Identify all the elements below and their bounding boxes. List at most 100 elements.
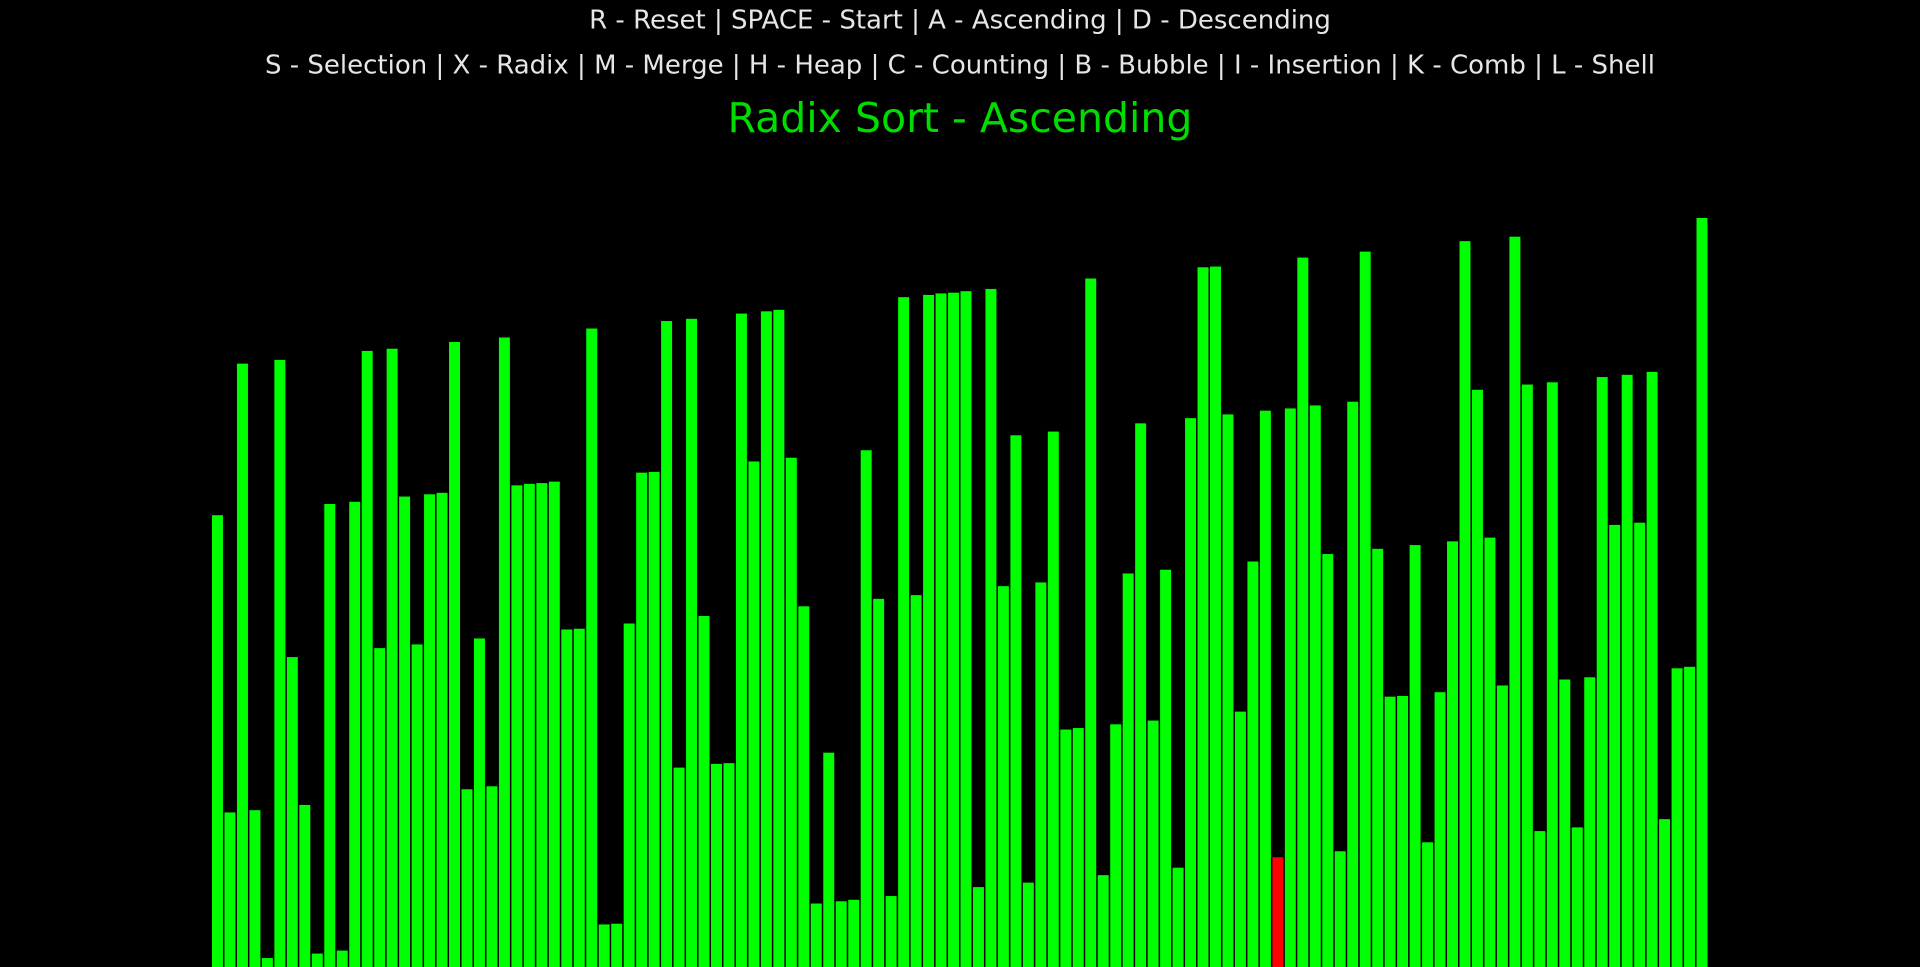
bar [748,461,760,967]
bar [573,628,585,967]
bar [798,606,810,967]
bar [1234,711,1246,967]
bar [1409,545,1421,967]
bar [449,341,460,967]
bar [873,598,885,967]
bar [336,950,348,967]
bar [1147,720,1159,967]
bar [711,763,722,967]
bar [1459,241,1471,967]
bar [661,321,673,967]
bar [1197,267,1209,967]
bar [1284,408,1296,967]
bar [1047,431,1059,967]
bar [374,648,386,967]
bar [523,483,535,967]
bar [274,359,286,967]
bar [673,767,685,967]
bar [1222,414,1234,967]
bar [636,472,648,967]
bar [286,657,298,967]
bar [486,786,498,967]
bar [1397,695,1409,967]
bar [1072,728,1084,967]
bar [349,501,361,967]
bar [1035,582,1047,967]
bar [1496,685,1508,967]
bar [1521,384,1533,967]
bar [411,644,423,967]
bar [885,896,897,967]
bar [399,496,411,967]
bar [810,903,822,967]
bar [1596,377,1608,967]
bar [1309,405,1321,967]
bar [686,318,698,967]
bar [1671,668,1683,967]
bar [212,515,223,967]
bar [361,350,373,967]
bar [848,899,860,967]
bar [1684,666,1696,967]
bar [923,294,935,967]
bar [224,812,236,967]
bar [586,328,598,967]
bar [324,504,336,967]
bar [1060,729,1072,967]
bar [1534,831,1546,967]
bar [1696,218,1708,967]
bar [311,953,323,967]
bar [386,348,398,967]
controls-line: R - Reset | SPACE - Start | A - Ascendin… [589,6,1331,36]
bar [1584,677,1596,967]
bar [1185,418,1197,967]
bar [261,958,273,967]
bar [623,623,635,967]
bar [1334,851,1346,967]
bar [948,292,959,967]
bar [236,363,248,967]
bar [1160,569,1172,967]
bar [536,483,548,967]
bar [1609,524,1621,967]
bar [249,810,261,967]
bar [1471,389,1483,967]
bar [735,313,747,967]
bar [773,309,785,967]
bar [1546,382,1558,967]
bar [1509,236,1521,967]
bar [424,494,436,967]
bar [1359,251,1371,967]
bar [598,924,610,967]
bar [1110,724,1122,967]
algorithms-line: S - Selection | X - Radix | M - Merge | … [265,51,1655,81]
bar [1259,410,1271,967]
bar [648,471,660,967]
bar [1085,278,1097,967]
bar [1621,374,1633,967]
bar [299,804,311,967]
bar [1659,819,1671,967]
bar [473,638,485,967]
bar [985,288,997,967]
bar [1384,696,1396,967]
bar [1297,257,1309,967]
bar [1247,561,1259,967]
status-title: Radix Sort - Ascending [728,94,1193,142]
bar [611,923,623,967]
bar [1447,541,1458,967]
bar [1347,401,1359,967]
bar [1571,827,1583,967]
bar [1322,554,1334,967]
bars [212,218,1708,967]
bar [860,450,872,967]
bar [835,901,847,967]
bar [1646,371,1658,967]
bar [1559,679,1571,967]
bar [898,297,910,967]
bar [997,586,1009,967]
bar [498,337,510,967]
bar [1634,522,1646,967]
